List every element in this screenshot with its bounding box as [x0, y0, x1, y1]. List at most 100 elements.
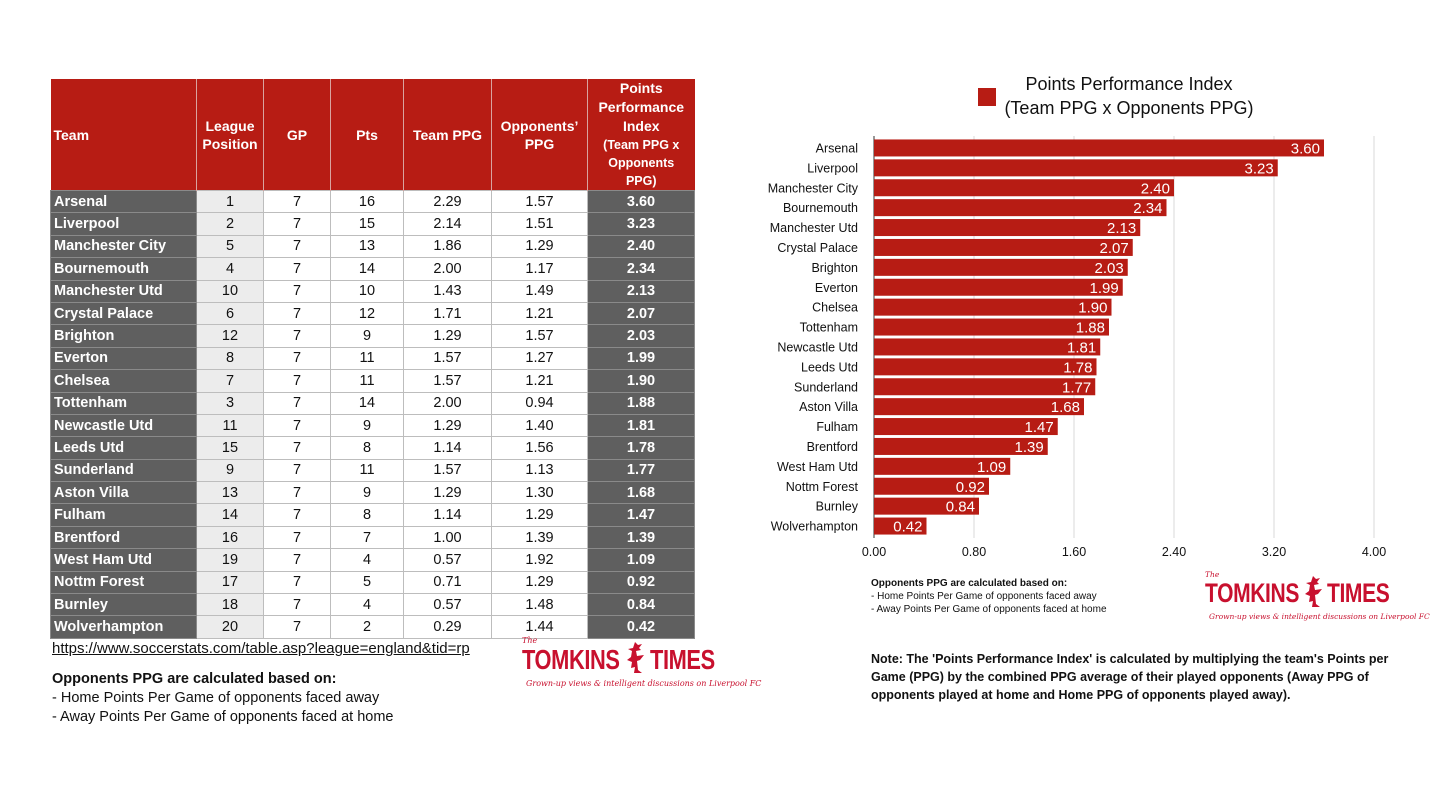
value-label: 2.40 [1141, 180, 1170, 197]
value-label: 1.68 [1051, 399, 1080, 416]
value-label: 1.78 [1063, 359, 1092, 376]
cell-ppi: 0.92 [587, 570, 695, 595]
cell-team: Wolverhampton [50, 615, 197, 639]
cell-gp: 7 [263, 234, 331, 259]
logo-tagline: Grown-up views & intelligent discussions… [526, 679, 762, 688]
bar [874, 338, 1101, 356]
cell-opponents-ppg: 1.39 [491, 525, 588, 550]
value-label: 3.60 [1291, 140, 1320, 157]
cell-pts: 8 [330, 503, 404, 527]
cell-ppi: 1.77 [587, 458, 695, 483]
cell-ppi: 1.68 [587, 481, 695, 505]
cell-ppi: 1.39 [587, 525, 695, 550]
notes-left: Opponents PPG are calculated based on: -… [52, 670, 394, 727]
cell-league-position: 16 [196, 525, 264, 550]
cell-team: Chelsea [50, 369, 197, 393]
cell-team-ppg: 1.57 [403, 346, 492, 371]
logo-word-times: TIMES [650, 644, 715, 675]
header-team-ppg: Team PPG [403, 79, 492, 191]
table-row: West Ham Utd 19 7 4 0.57 1.92 1.09 [50, 548, 695, 572]
cell-team-ppg: 1.00 [403, 525, 492, 550]
cell-team: Tottenham [50, 391, 197, 415]
cell-league-position: 12 [196, 324, 264, 348]
cell-league-position: 6 [196, 301, 264, 326]
chart-category-labels: Arsenal Liverpool Manchester City Bournemou… [768, 141, 859, 533]
value-label: 1.77 [1062, 379, 1091, 396]
value-label: 0.42 [893, 519, 922, 536]
category-label: Burnley [816, 500, 859, 514]
cell-ppi: 1.99 [587, 346, 695, 371]
cell-gp: 7 [263, 212, 331, 236]
cell-opponents-ppg: 1.57 [491, 324, 588, 348]
cell-pts: 9 [330, 413, 404, 438]
cell-team-ppg: 1.14 [403, 436, 492, 460]
cell-league-position: 13 [196, 481, 264, 505]
legend-swatch [978, 88, 996, 106]
table-row: Nottm Forest 17 7 5 0.71 1.29 0.92 [50, 570, 695, 595]
x-tick-label: 3.20 [1262, 545, 1286, 559]
cell-opponents-ppg: 1.51 [491, 212, 588, 236]
cell-league-position: 3 [196, 391, 264, 415]
category-label: Crystal Palace [777, 241, 858, 255]
cell-gp: 7 [263, 458, 331, 483]
cell-opponents-ppg: 1.49 [491, 279, 588, 303]
bar [874, 437, 1048, 455]
header-gp: GP [263, 79, 331, 191]
cell-ppi: 2.34 [587, 257, 695, 281]
tomkins-times-logo-left: The TOMKINS TIMES Grown-up views & intel… [522, 636, 761, 692]
bar [874, 398, 1084, 416]
cell-team: Manchester Utd [50, 279, 197, 303]
category-label: Aston Villa [799, 400, 858, 414]
cell-pts: 9 [330, 481, 404, 505]
table-row: Brighton 12 7 9 1.29 1.57 2.03 [50, 324, 695, 348]
cell-team: Brighton [50, 324, 197, 348]
cell-opponents-ppg: 0.94 [491, 391, 588, 415]
cell-opponents-ppg: 1.48 [491, 593, 588, 617]
ppi-bar-chart: Points Performance Index (Team PPG x Opp… [768, 74, 1387, 559]
bar [874, 418, 1058, 436]
cell-ppi: 1.88 [587, 391, 695, 415]
cell-pts: 9 [330, 324, 404, 348]
cell-gp: 7 [263, 548, 331, 572]
cell-league-position: 15 [196, 436, 264, 460]
cell-opponents-ppg: 1.21 [491, 301, 588, 326]
cell-gp: 7 [263, 570, 331, 595]
table-header-row: Team League Position GP Pts Team PPG Opp… [50, 79, 695, 191]
cell-team-ppg: 2.00 [403, 391, 492, 415]
cell-league-position: 2 [196, 212, 264, 236]
source-link[interactable]: https://www.soccerstats.com/table.asp?le… [52, 640, 470, 657]
cell-pts: 11 [330, 458, 404, 483]
cell-pts: 7 [330, 525, 404, 550]
category-label: Newcastle Utd [777, 340, 858, 354]
cell-pts: 4 [330, 593, 404, 617]
cell-gp: 7 [263, 593, 331, 617]
table-row: Chelsea 7 7 11 1.57 1.21 1.90 [50, 369, 695, 393]
value-label: 2.13 [1107, 220, 1136, 237]
cell-pts: 4 [330, 548, 404, 572]
x-tick-label: 2.40 [1162, 545, 1186, 559]
liverbird-icon [1305, 576, 1322, 607]
cell-gp: 7 [263, 301, 331, 326]
cell-opponents-ppg: 1.92 [491, 548, 588, 572]
bar [874, 199, 1167, 217]
table-row: Manchester Utd 10 7 10 1.43 1.49 2.13 [50, 279, 695, 303]
cell-league-position: 7 [196, 369, 264, 393]
logo-word-times: TIMES [1327, 578, 1390, 608]
chart-grid [873, 136, 1375, 538]
cell-ppi: 3.23 [587, 212, 695, 236]
table-row: Leeds Utd 15 7 8 1.14 1.56 1.78 [50, 436, 695, 460]
bar [874, 457, 1011, 475]
cell-ppi: 3.60 [587, 189, 695, 214]
cell-pts: 12 [330, 301, 404, 326]
cell-gp: 7 [263, 481, 331, 505]
bar [874, 258, 1128, 276]
header-ppi: Points Performance Index (Team PPG x Opp… [587, 79, 695, 191]
table-row: Sunderland 9 7 11 1.57 1.13 1.77 [50, 458, 695, 483]
cell-team-ppg: 1.57 [403, 369, 492, 393]
cell-opponents-ppg: 1.30 [491, 481, 588, 505]
bar [874, 477, 989, 495]
cell-ppi: 1.90 [587, 369, 695, 393]
bar [874, 318, 1109, 336]
cell-ppi: 0.84 [587, 593, 695, 617]
bar [874, 219, 1141, 237]
